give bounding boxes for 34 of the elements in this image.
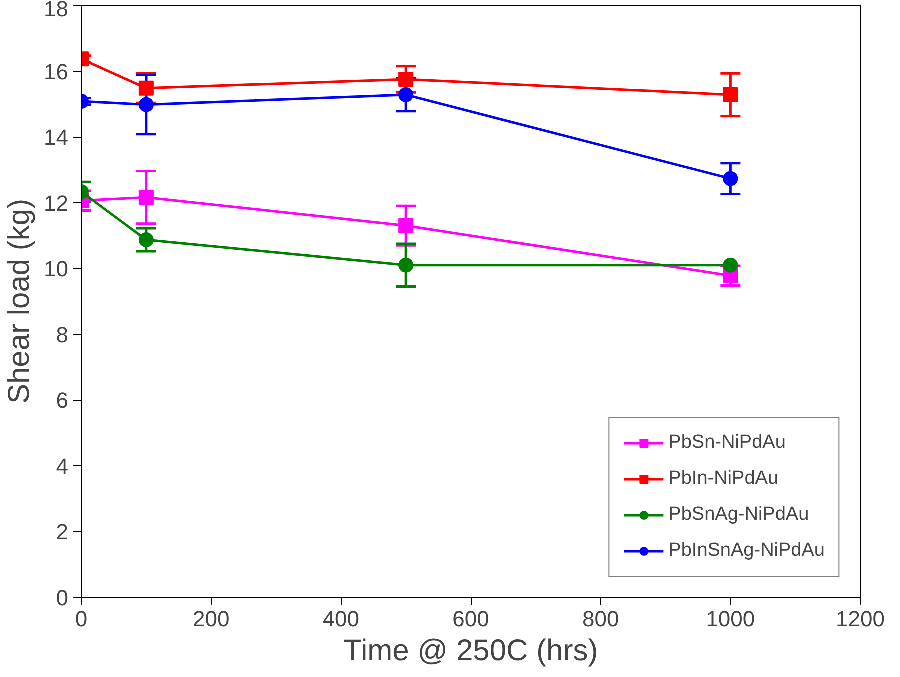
y-tick-label: 18 — [44, 0, 69, 22]
y-axis-title: Shear load (kg) — [3, 198, 36, 404]
y-tick-label: 8 — [56, 322, 69, 348]
point — [723, 171, 738, 186]
x-tick-label: 600 — [452, 606, 490, 632]
x-tick-label: 800 — [582, 606, 620, 632]
legend-label: PbIn-NiPdAu — [668, 468, 779, 490]
point — [138, 190, 154, 206]
y-tick-label: 0 — [56, 586, 69, 610]
point — [398, 218, 414, 234]
point — [723, 87, 738, 102]
y-tick-label: 16 — [44, 59, 69, 84]
legend-label: PbInSnAg-NiPdAu — [668, 540, 825, 562]
legend-label: PbSnAg-NiPdAu — [668, 504, 810, 526]
point — [138, 97, 154, 112]
x-tick-label: 1000 — [706, 606, 756, 632]
x-tick-label: 1200 — [836, 606, 885, 632]
x-tick-label: 400 — [322, 606, 360, 632]
y-tick-label: 4 — [56, 454, 69, 479]
point — [138, 232, 154, 248]
legend-label: PbSn-NiPdAu — [668, 432, 786, 454]
point — [398, 72, 414, 87]
point — [398, 258, 414, 273]
y-tick-label: 12 — [44, 190, 69, 216]
x-tick-label: 0 — [75, 606, 88, 632]
point — [138, 80, 154, 96]
point — [723, 258, 738, 273]
point — [398, 87, 414, 102]
y-tick-label: 6 — [56, 388, 69, 414]
x-axis-title: Time @ 250C (hrs) — [344, 634, 598, 668]
y-tick-label: 2 — [56, 520, 69, 545]
y-tick-label: 10 — [44, 256, 69, 282]
y-tick-label: 14 — [44, 125, 69, 150]
x-tick-label: 200 — [192, 606, 230, 632]
